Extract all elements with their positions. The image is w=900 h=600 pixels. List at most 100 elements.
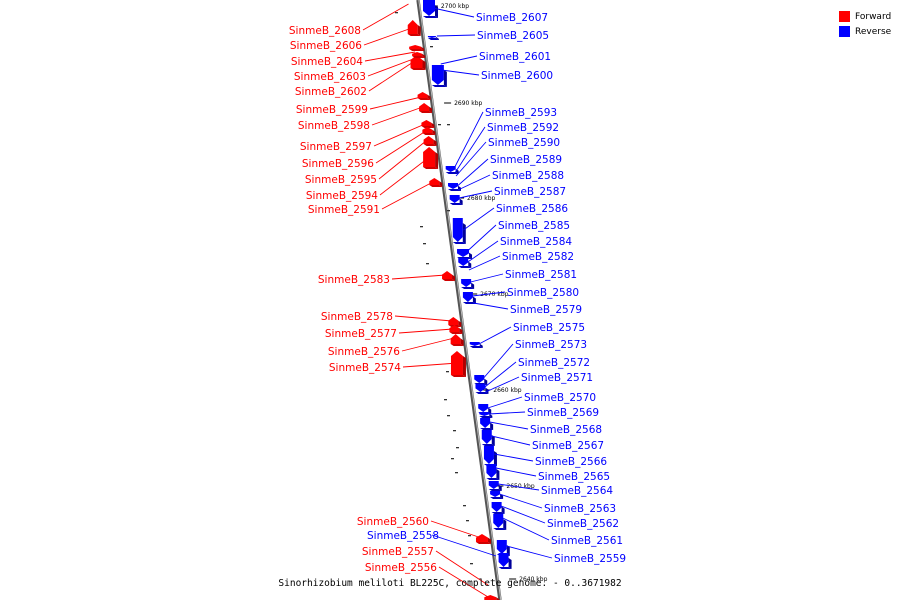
forward-gene-label: SinmeB_2608 xyxy=(289,25,361,37)
legend-label: Reverse xyxy=(855,26,892,37)
reverse-gene-block xyxy=(479,412,490,416)
feature-dash xyxy=(466,520,469,522)
gene-block-shade xyxy=(469,346,483,348)
reverse-gene-label: SinmeB_2567 xyxy=(532,440,604,452)
feature-dash xyxy=(430,46,433,48)
kbp-ticks: 2700 kbp 2690 kbp 2680 kbp 2670 kbp 2660 kbp… xyxy=(395,3,548,583)
reverse-gene-label: SinmeB_2563 xyxy=(544,503,616,515)
gene-block-shade xyxy=(498,484,502,491)
reverse-gene-block xyxy=(498,553,509,567)
backbone-highlight xyxy=(418,0,502,600)
feature-dash xyxy=(451,458,454,460)
legend-label: Forward xyxy=(855,11,892,22)
reverse-gene-label: SinmeB_2559 xyxy=(554,553,626,565)
gene-block-shade xyxy=(417,25,421,36)
reverse-gene-label: SinmeB_2586 xyxy=(496,203,568,215)
reverse-gene-block xyxy=(461,279,472,287)
feature-dash xyxy=(470,563,473,565)
forward-gene-leader-line xyxy=(378,139,428,180)
forward-gene-block xyxy=(448,317,459,325)
forward-gene-block xyxy=(417,92,428,98)
gene-block-shade xyxy=(490,422,494,430)
gene-block-shade xyxy=(472,296,476,304)
reverse-gene-block xyxy=(462,292,473,302)
forward-gene-label: SinmeB_2578 xyxy=(321,311,393,323)
forward-gene-leader-line xyxy=(391,274,446,280)
gene-block-shade xyxy=(432,129,436,135)
reverse-gene-block xyxy=(423,0,435,16)
feature-dash xyxy=(447,415,450,417)
reverse-gene-label: SinmeB_2569 xyxy=(527,407,599,419)
gene-block-shade xyxy=(462,356,466,377)
forward-gene-block xyxy=(429,178,440,185)
gene-block-shade xyxy=(450,344,464,346)
reverse-swatch xyxy=(839,26,850,37)
gene-block-shade xyxy=(493,451,497,466)
gene-block-shade xyxy=(460,338,464,346)
kbp-tick-label: 2680 kbp xyxy=(467,195,495,202)
reverse-gene-label: SinmeB_2592 xyxy=(487,122,559,134)
reverse-gene-block xyxy=(475,384,486,392)
gene-labels: SinmeB_2608 SinmeB_2606 SinmeB_2604 SinmeB_… xyxy=(289,12,626,574)
forward-gene-label: SinmeB_2599 xyxy=(296,104,368,116)
gene-block-shade xyxy=(485,387,489,394)
reverse-gene-label: SinmeB_2573 xyxy=(515,339,587,351)
reverse-gene-label: SinmeB_2561 xyxy=(551,535,623,547)
gene-block-shade xyxy=(433,139,437,146)
reverse-gene-leader-line xyxy=(432,7,475,18)
reverse-gene-block xyxy=(493,514,504,528)
forward-gene-label: SinmeB_2602 xyxy=(295,86,367,98)
gene-block-shade xyxy=(475,392,489,394)
gene-block-shade xyxy=(429,185,443,187)
reverse-gene-block xyxy=(469,342,480,346)
forward-gene-block xyxy=(450,334,461,344)
gene-block-shade xyxy=(500,493,504,499)
forward-gene-label: SinmeB_2595 xyxy=(305,174,377,186)
feature-dash xyxy=(447,210,450,212)
reverse-gene-label: SinmeB_2575 xyxy=(513,322,585,334)
feature-dash xyxy=(456,447,459,449)
genome-backbone xyxy=(416,0,502,600)
reverse-gene-leader-line xyxy=(493,453,534,462)
forward-gene-label: SinmeB_2597 xyxy=(300,141,372,153)
reverse-gene-leader-line xyxy=(454,111,484,168)
gene-block-shade xyxy=(422,60,426,70)
gene-block-shade xyxy=(458,266,472,268)
gene-block-shade xyxy=(445,172,459,174)
feature-dash xyxy=(426,263,429,265)
reverse-gene-leader-line xyxy=(488,411,526,415)
gene-block-shade xyxy=(423,16,438,18)
forward-gene-leader-line xyxy=(368,59,417,92)
gene-block-shade xyxy=(435,36,439,40)
forward-gene-label: SinmeB_2577 xyxy=(325,328,397,340)
reverse-gene-leader-line xyxy=(466,224,497,253)
gene-block-shade xyxy=(458,320,462,327)
legend-item-forward: Forward xyxy=(839,9,891,24)
forward-gene-block xyxy=(423,136,434,144)
reverse-gene-block xyxy=(496,540,507,554)
kbp-tick-label: 2650 kbp xyxy=(506,483,534,490)
reverse-gene-label: SinmeB_2581 xyxy=(505,269,577,281)
forward-gene-block xyxy=(407,20,418,34)
reverse-gene-leader-line xyxy=(436,34,476,37)
gene-block-shade xyxy=(496,469,500,480)
forward-gene-block xyxy=(475,534,488,542)
reverse-gene-label: SinmeB_2571 xyxy=(521,372,593,384)
forward-gene-block xyxy=(412,52,423,56)
backbone-line xyxy=(416,0,502,600)
gene-block-shade xyxy=(491,435,495,446)
reverse-gene-label: SinmeB_2587 xyxy=(494,186,566,198)
reverse-gene-leader-line xyxy=(491,435,531,446)
gene-block-shade xyxy=(479,416,493,418)
legend-item-reverse: Reverse xyxy=(839,24,891,39)
gene-block-shade xyxy=(490,497,504,499)
kbp-tick-label: 2670 kbp xyxy=(480,291,508,298)
reverse-gene-label: SinmeB_2589 xyxy=(490,154,562,166)
forward-gene-leader-line xyxy=(362,3,409,31)
gene-block-shade xyxy=(481,444,495,446)
forward-gene-leader-line xyxy=(430,520,482,539)
gene-block-shade xyxy=(429,106,433,113)
reverse-gene-block xyxy=(448,183,459,189)
forward-gene-label: SinmeB_2606 xyxy=(290,40,362,52)
reverse-gene-leader-line xyxy=(455,126,486,173)
